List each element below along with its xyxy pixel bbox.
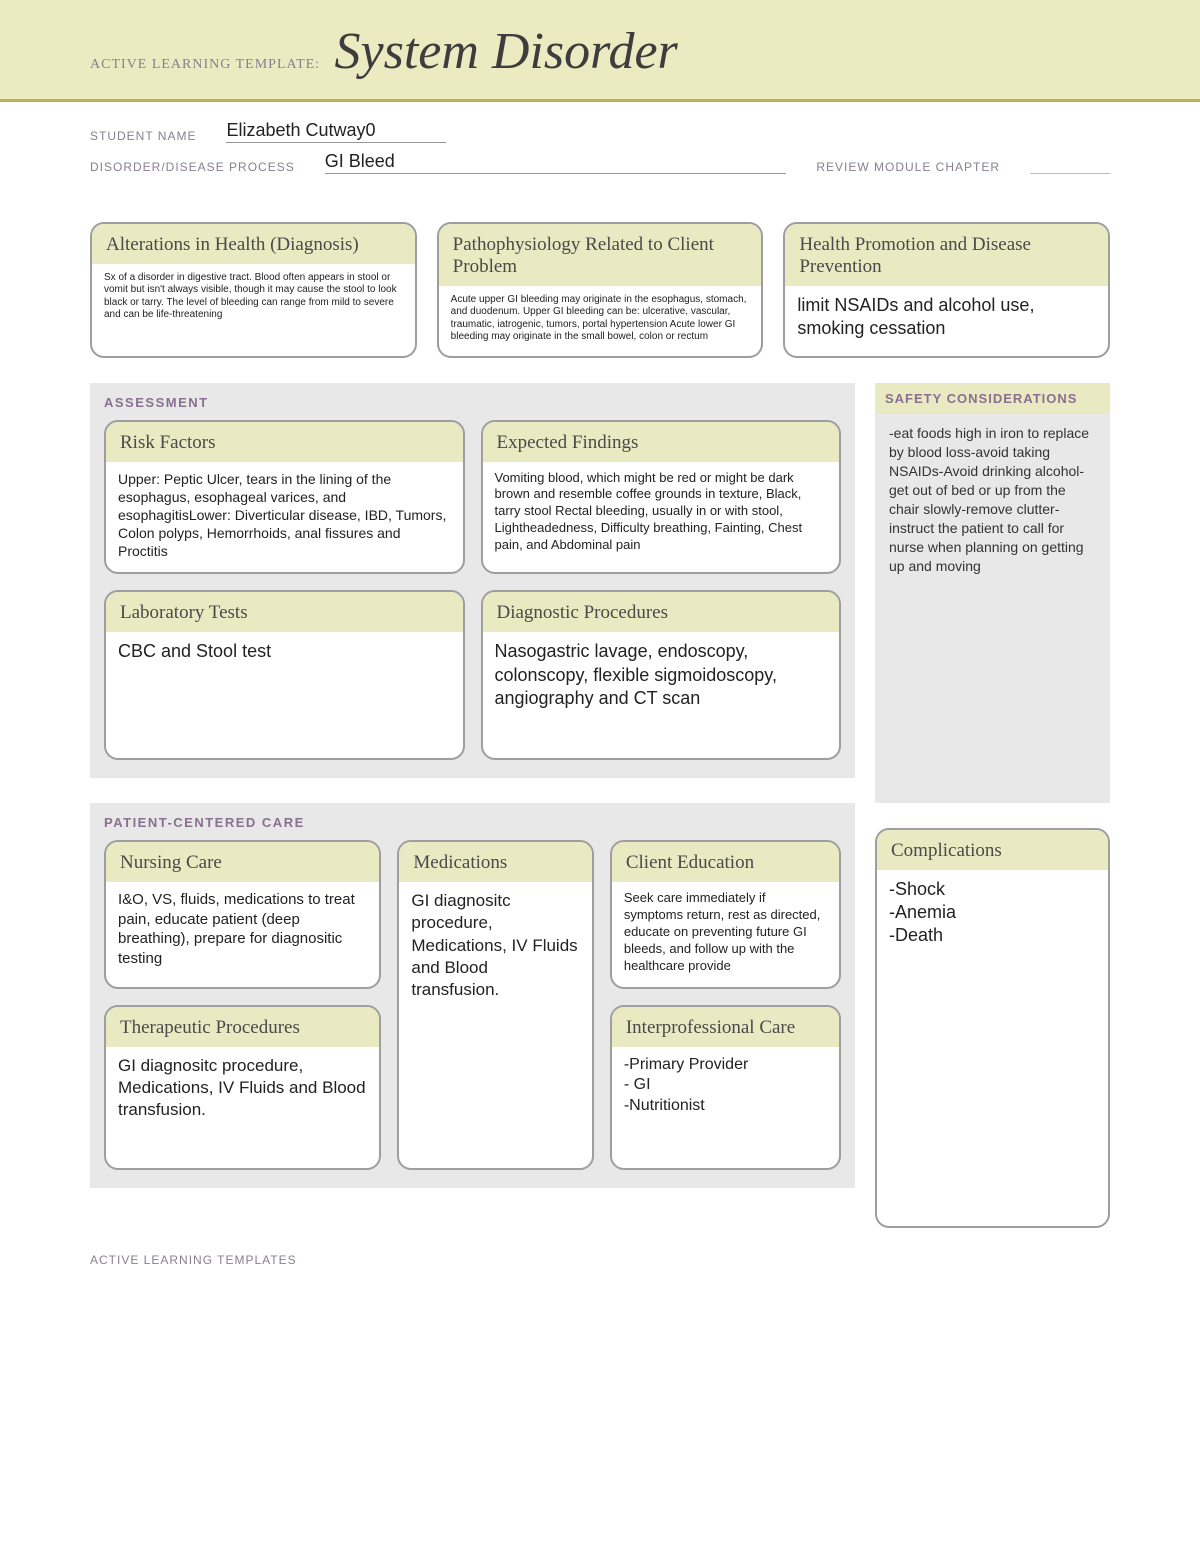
student-name-label: STUDENT NAME <box>90 129 196 143</box>
edu-box: Client Education Seek care immediately i… <box>610 840 841 988</box>
meds-box: Medications GI diagnositc procedure, Med… <box>397 840 593 1169</box>
alterations-box: Alterations in Health (Diagnosis) Sx of … <box>90 222 417 358</box>
safety-title: SAFETY CONSIDERATIONS <box>875 383 1110 415</box>
inter-title: Interprofessional Care <box>612 1007 839 1047</box>
nursing-box: Nursing Care I&O, VS, fluids, medication… <box>104 840 381 988</box>
disorder-label: DISORDER/DISEASE PROCESS <box>90 160 295 174</box>
alterations-title: Alterations in Health (Diagnosis) <box>92 224 415 264</box>
ther-box: Therapeutic Procedures GI diagnositc pro… <box>104 1005 381 1170</box>
student-name-value: Elizabeth Cutway0 <box>226 120 446 143</box>
safety-section: SAFETY CONSIDERATIONS -eat foods high in… <box>875 383 1110 803</box>
lab-box: Laboratory Tests CBC and Stool test <box>104 590 465 760</box>
template-title: System Disorder <box>335 23 678 80</box>
diag-box: Diagnostic Procedures Nasogastric lavage… <box>481 590 842 760</box>
top-row: Alterations in Health (Diagnosis) Sx of … <box>90 222 1110 358</box>
edu-body: Seek care immediately if symptoms return… <box>612 882 839 986</box>
complications-box: Complications -Shock -Anemia -Death <box>875 828 1110 1228</box>
lab-title: Laboratory Tests <box>106 592 463 632</box>
diag-title: Diagnostic Procedures <box>483 592 840 632</box>
risk-title: Risk Factors <box>106 422 463 462</box>
promo-box: Health Promotion and Disease Prevention … <box>783 222 1110 358</box>
meds-title: Medications <box>399 842 591 882</box>
patho-title: Pathophysiology Related to Client Proble… <box>439 224 762 286</box>
promo-title: Health Promotion and Disease Prevention <box>785 224 1108 286</box>
inter-box: Interprofessional Care -Primary Provider… <box>610 1005 841 1170</box>
template-prefix: ACTIVE LEARNING TEMPLATE: <box>90 57 320 72</box>
meds-body: GI diagnositc procedure, Medications, IV… <box>399 882 591 1012</box>
footer-text: ACTIVE LEARNING TEMPLATES <box>0 1228 1200 1267</box>
nursing-title: Nursing Care <box>106 842 379 882</box>
findings-title: Expected Findings <box>483 422 840 462</box>
edu-title: Client Education <box>612 842 839 882</box>
inter-body: -Primary Provider - GI -Nutritionist <box>612 1047 839 1129</box>
complications-body: -Shock -Anemia -Death <box>877 870 1108 960</box>
header-band: ACTIVE LEARNING TEMPLATE: System Disorde… <box>0 0 1200 102</box>
safety-body: -eat foods high in iron to replace by bl… <box>889 424 1096 575</box>
promo-body: limit NSAIDs and alcohol use, smoking ce… <box>785 286 1108 353</box>
findings-box: Expected Findings Vomiting blood, which … <box>481 420 842 575</box>
care-section: PATIENT-CENTERED CARE Nursing Care I&O, … <box>90 803 855 1187</box>
care-label: PATIENT-CENTERED CARE <box>104 815 841 830</box>
diag-body: Nasogastric lavage, endoscopy, colonscop… <box>483 632 840 722</box>
ther-body: GI diagnositc procedure, Medications, IV… <box>106 1047 379 1133</box>
patho-box: Pathophysiology Related to Client Proble… <box>437 222 764 358</box>
alterations-body: Sx of a disorder in digestive tract. Blo… <box>92 264 415 334</box>
review-blank <box>1030 160 1110 174</box>
review-label: REVIEW MODULE CHAPTER <box>816 160 1000 174</box>
risk-box: Risk Factors Upper: Peptic Ulcer, tears … <box>104 420 465 575</box>
complications-title: Complications <box>877 830 1108 870</box>
lab-body: CBC and Stool test <box>106 632 463 675</box>
disorder-value: GI Bleed <box>325 151 787 174</box>
assessment-label: ASSESSMENT <box>104 395 841 410</box>
patho-body: Acute upper GI bleeding may originate in… <box>439 286 762 356</box>
nursing-body: I&O, VS, fluids, medications to treat pa… <box>106 882 379 980</box>
ther-title: Therapeutic Procedures <box>106 1007 379 1047</box>
meta-block: STUDENT NAME Elizabeth Cutway0 DISORDER/… <box>0 102 1200 192</box>
findings-body: Vomiting blood, which might be red or mi… <box>483 462 840 566</box>
assessment-section: ASSESSMENT Risk Factors Upper: Peptic Ul… <box>90 383 855 779</box>
risk-body: Upper: Peptic Ulcer, tears in the lining… <box>106 462 463 573</box>
